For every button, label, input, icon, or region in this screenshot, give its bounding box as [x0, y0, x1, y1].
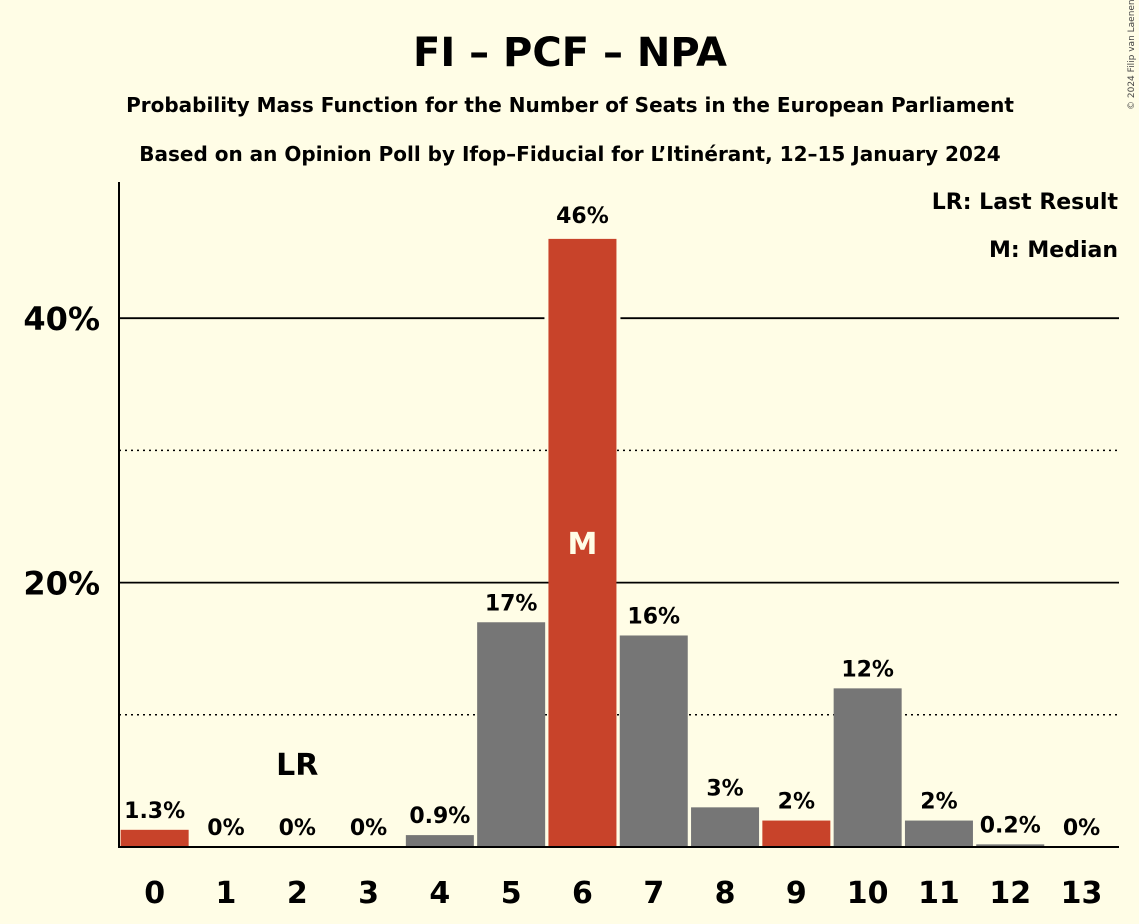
axes: 20%40%0 1 2 3 4 5 6 7 8 9 10 11 12 13 — [23, 182, 1119, 911]
y-tick-label: 20% — [23, 565, 100, 603]
bars — [120, 238, 1045, 847]
bar-4 — [405, 835, 474, 847]
bar-6 — [548, 238, 617, 847]
x-tick-label: 7 — [643, 876, 664, 911]
copyright-text: © 2024 Filip van Laenen — [1127, 0, 1137, 110]
bar-0 — [120, 829, 189, 847]
chart-subtitle-1: Probability Mass Function for the Number… — [126, 93, 1014, 117]
data-label-4: 0.9% — [409, 804, 470, 829]
x-tick-label: 0 — [144, 876, 165, 911]
x-tick-label: 13 — [1061, 876, 1103, 911]
x-tick-label: 6 — [572, 876, 593, 911]
gridlines — [119, 315, 1119, 716]
legend-last-result: LR: Last Result — [932, 190, 1119, 215]
bar-7 — [619, 635, 688, 847]
data-label-8: 3% — [706, 776, 743, 801]
data-label-11: 2% — [920, 790, 957, 815]
data-label-12: 0.2% — [980, 813, 1041, 838]
x-tick-label: 8 — [715, 876, 736, 911]
x-tick-label: 11 — [918, 876, 960, 911]
x-tick-label: 1 — [216, 876, 237, 911]
data-label-2: 0% — [279, 816, 316, 841]
bar-12 — [976, 844, 1045, 847]
x-tick-label: 2 — [287, 876, 308, 911]
last-result-marker: LR — [276, 748, 318, 783]
bar-11 — [904, 820, 973, 847]
bar-5 — [477, 622, 546, 847]
data-label-7: 16% — [627, 604, 680, 629]
bar-10 — [833, 688, 902, 847]
x-tick-label: 9 — [786, 876, 807, 911]
chart-subtitle-2: Based on an Opinion Poll by Ifop–Fiducia… — [139, 142, 1000, 166]
x-tick-label: 3 — [358, 876, 379, 911]
data-label-1: 0% — [207, 816, 244, 841]
data-labels: 1.3% 0% 0% 0% 0.9% 17% 46% 16% 3% 2% 12% 2% 0.2% 0% M L… — [124, 204, 1100, 841]
median-marker: M — [568, 527, 598, 562]
data-label-9: 2% — [778, 790, 815, 815]
data-label-10: 12% — [841, 657, 894, 682]
bar-9 — [762, 820, 831, 847]
data-label-13: 0% — [1063, 816, 1100, 841]
y-tick-label: 40% — [23, 300, 100, 338]
x-tick-label: 10 — [847, 876, 889, 911]
x-tick-label: 12 — [989, 876, 1031, 911]
x-tick-label: 5 — [501, 876, 522, 911]
data-label-5: 17% — [485, 591, 538, 616]
chart-title: FI – PCF – NPA — [413, 30, 727, 76]
data-label-0: 1.3% — [124, 799, 185, 824]
bar-8 — [691, 807, 760, 847]
data-label-6: 46% — [556, 204, 609, 229]
data-label-3: 0% — [350, 816, 387, 841]
x-tick-label: 4 — [429, 876, 450, 911]
legend-median: M: Median — [989, 238, 1118, 263]
